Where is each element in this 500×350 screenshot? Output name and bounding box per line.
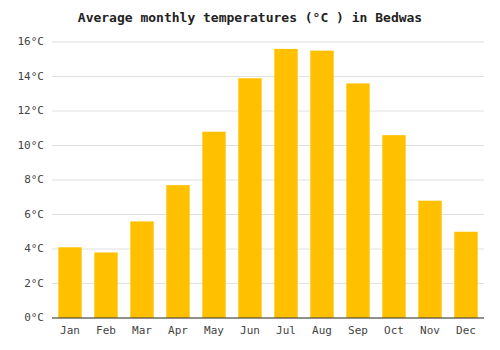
x-tick-label: Dec	[456, 324, 476, 337]
x-tick-label: Oct	[384, 324, 404, 337]
bar	[94, 252, 117, 318]
y-axis: 0°C 2°C 4°C 6°C 8°C 10°C 12°C 14°C 16°C	[18, 35, 45, 324]
bar	[274, 49, 297, 318]
chart: 0°C 2°C 4°C 6°C 8°C 10°C 12°C 14°C 16°C Jan Feb Mar…	[0, 0, 500, 350]
x-axis-line	[52, 318, 484, 319]
y-tick-label: 10°C	[18, 139, 45, 152]
grid-line	[52, 180, 484, 181]
y-tick-label: 2°C	[24, 277, 44, 290]
x-tick-label: Aug	[312, 324, 332, 337]
bars	[58, 49, 477, 318]
x-tick-label: Jan	[60, 324, 80, 337]
x-tick-label: May	[204, 324, 224, 337]
x-tick-label: Nov	[420, 324, 440, 337]
chart-container: 0°C 2°C 4°C 6°C 8°C 10°C 12°C 14°C 16°C Jan Feb Mar…	[0, 0, 500, 350]
grid-line	[52, 145, 484, 146]
bar	[310, 51, 333, 318]
grid	[52, 42, 484, 318]
y-tick-label: 6°C	[24, 208, 44, 221]
grid-line	[52, 42, 484, 43]
bar	[346, 83, 369, 318]
grid-line	[52, 76, 484, 77]
y-tick-label: 4°C	[24, 242, 44, 255]
bar	[418, 201, 441, 318]
x-axis: Jan Feb Mar Apr May Jun Jul Aug Sep Oct Nov Dec	[60, 324, 476, 337]
title: Average monthly temperatures (°C ) in Be…	[78, 10, 422, 25]
bar	[382, 135, 405, 318]
grid-line	[52, 111, 484, 112]
bar	[202, 132, 225, 318]
bar	[454, 232, 477, 318]
x-tick-label: Jun	[240, 324, 260, 337]
bar	[58, 247, 81, 318]
x-tick-label: Sep	[348, 324, 368, 337]
x-tick-label: Jul	[276, 324, 296, 337]
y-tick-label: 0°C	[24, 311, 44, 324]
y-tick-label: 8°C	[24, 173, 44, 186]
bar	[130, 221, 153, 318]
y-tick-label: 16°C	[18, 35, 45, 48]
bar	[166, 185, 189, 318]
bar	[238, 78, 261, 318]
x-tick-label: Mar	[132, 324, 152, 337]
x-tick-label: Apr	[168, 324, 188, 337]
y-tick-label: 14°C	[18, 70, 45, 83]
grid-line	[52, 318, 484, 319]
x-tick-label: Feb	[96, 324, 116, 337]
y-tick-label: 12°C	[18, 104, 45, 117]
